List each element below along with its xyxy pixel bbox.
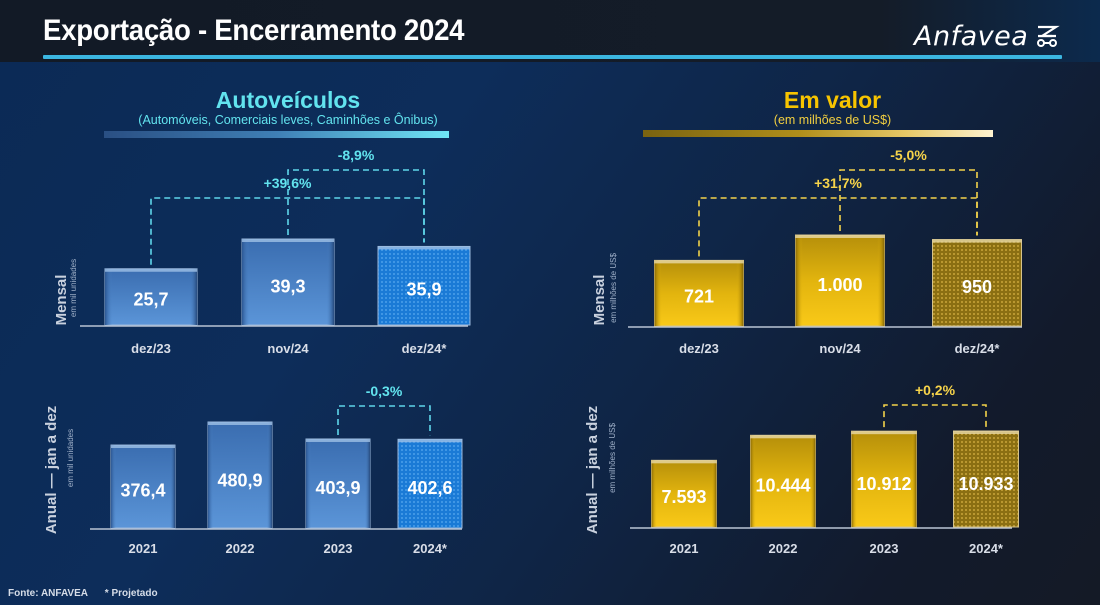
value-monthly-y-axis-sublabel: em milhões de US$: [609, 253, 618, 323]
value-annual-value-label: 10.933: [958, 474, 1013, 494]
value-monthly-category-label: dez/23: [679, 341, 719, 356]
value-annual-value-label: 7.593: [661, 487, 706, 507]
units-annual-bar-highlight: [208, 422, 272, 425]
value-annual-bar-highlight: [750, 435, 816, 439]
units-annual-comparison-bracket: [337, 405, 431, 436]
units-monthly-y-axis-sublabel: em mil unidades: [69, 259, 78, 317]
value-monthly-bar-highlight: [654, 260, 744, 264]
value-annual-category-label: 2024*: [969, 541, 1004, 556]
anfavea-vehicle-mark-icon: [1037, 25, 1061, 47]
source-note: Fonte: ANFAVEA: [8, 588, 88, 599]
units-monthly-bar: [377, 245, 471, 326]
units-monthly-value-label: 39,3: [270, 276, 305, 296]
value-annual-bar-highlight: [651, 460, 717, 464]
units-annual-value-label: 402,6: [407, 478, 452, 498]
page-title: Exportação - Encerramento 2024: [43, 14, 465, 47]
value-annual-category-label: 2021: [670, 541, 699, 556]
units-monthly-bar-bevel: [105, 268, 197, 325]
units-annual-category-label: 2022: [226, 541, 255, 556]
value-panel-title: Em valor: [783, 87, 882, 113]
units-annual-category-label: 2023: [324, 541, 353, 556]
value-annual-y-axis-label: Anual — jan a dez: [584, 406, 601, 534]
units-annual-bar-bevel: [208, 422, 272, 528]
units-monthly-bar-highlight: [105, 268, 197, 272]
units-annual-bar-highlight: [398, 439, 462, 443]
units-monthly-bar-highlight: [242, 239, 334, 242]
units-panel-title: Autoveículos: [215, 87, 361, 113]
units-monthly-category-label: dez/24*: [402, 341, 448, 356]
units-panel-subtitle: (Automóveis, Comerciais leves, Caminhões…: [138, 113, 438, 127]
value-annual-bar-highlight: [953, 431, 1019, 434]
value-panel-rule: [643, 130, 993, 137]
units-monthly-comparison-label: -8,9%: [338, 147, 375, 163]
units-annual-bar-bevel: [306, 438, 370, 528]
value-annual-comparison-label: +0,2%: [915, 382, 956, 398]
units-annual-value-label: 403,9: [315, 478, 360, 498]
units-annual-bar: [397, 438, 463, 529]
value-annual-bar-bevel: [851, 431, 917, 527]
value-annual-bar-bevel: [750, 435, 816, 527]
value-monthly-bar-bevel: [795, 235, 885, 326]
title-divider: [43, 55, 1062, 59]
units-monthly-value-label: 35,9: [406, 280, 441, 300]
units-annual-category-label: 2024*: [413, 541, 448, 556]
projection-note: * Projetado: [104, 588, 158, 599]
units-annual-y-axis-label: Anual — jan a dez: [43, 406, 60, 534]
units-monthly-y-axis-label: Mensal: [53, 275, 70, 326]
header-bar: [0, 0, 1100, 62]
value-monthly-comparison-label: -5,0%: [890, 147, 927, 163]
value-annual-bar-bevel: [651, 460, 717, 527]
units-annual-value-label: 376,4: [120, 481, 165, 501]
value-annual-category-label: 2023: [870, 541, 899, 556]
units-annual-bar-bevel: [111, 445, 175, 528]
value-monthly-category-label: nov/24: [819, 341, 861, 356]
units-annual-bar-highlight: [306, 438, 370, 442]
units-monthly-bar-bevel: [242, 239, 334, 325]
logo-text: Anfavea: [914, 20, 1029, 52]
value-monthly-bar-bevel: [654, 260, 744, 326]
value-panel-subtitle: (em milhões de US$): [773, 113, 892, 127]
units-monthly-category-label: nov/24: [267, 341, 309, 356]
units-annual-y-axis-sublabel: em mil unidades: [66, 429, 75, 487]
units-monthly-value-label: 25,7: [133, 290, 168, 310]
value-monthly-value-label: 1.000: [817, 275, 862, 295]
value-monthly-value-label: 721: [684, 286, 714, 306]
units-annual-bar-highlight: [111, 445, 175, 449]
value-panel-heading: Em valor (em milhões de US$): [650, 87, 1015, 127]
value-monthly-comparison-bracket: [839, 169, 978, 236]
value-annual-comparison-bracket: [883, 404, 987, 428]
value-monthly-category-label: dez/24*: [955, 341, 1001, 356]
value-annual-bar-highlight: [851, 431, 917, 435]
units-monthly-bar-highlight: [378, 246, 470, 250]
anfavea-logo: Anfavea: [914, 20, 1061, 52]
units-panel-heading: Autoveículos (Automóveis, Comerciais lev…: [103, 87, 473, 127]
value-annual-value-label: 10.444: [755, 476, 810, 496]
value-annual-y-axis-sublabel: em milhões de US$: [608, 423, 617, 493]
value-monthly-bar: [932, 239, 1022, 327]
units-monthly-category-label: dez/23: [131, 341, 171, 356]
value-annual-value-label: 10.912: [856, 474, 911, 494]
value-monthly-bar-highlight: [932, 239, 1022, 243]
footer: Fonte: ANFAVEA * Projetado: [8, 588, 172, 599]
units-annual-comparison-label: -0,3%: [366, 383, 403, 399]
units-monthly-comparison-bracket: [287, 169, 425, 243]
value-monthly-bar-highlight: [795, 235, 885, 238]
units-panel-rule: [104, 131, 449, 138]
units-annual-category-label: 2021: [129, 541, 158, 556]
value-monthly-value-label: 950: [962, 277, 992, 297]
value-annual-category-label: 2022: [769, 541, 798, 556]
units-annual-value-label: 480,9: [217, 470, 262, 490]
value-monthly-y-axis-label: Mensal: [591, 275, 608, 326]
value-monthly-comparison-label: +31,7%: [814, 175, 862, 191]
